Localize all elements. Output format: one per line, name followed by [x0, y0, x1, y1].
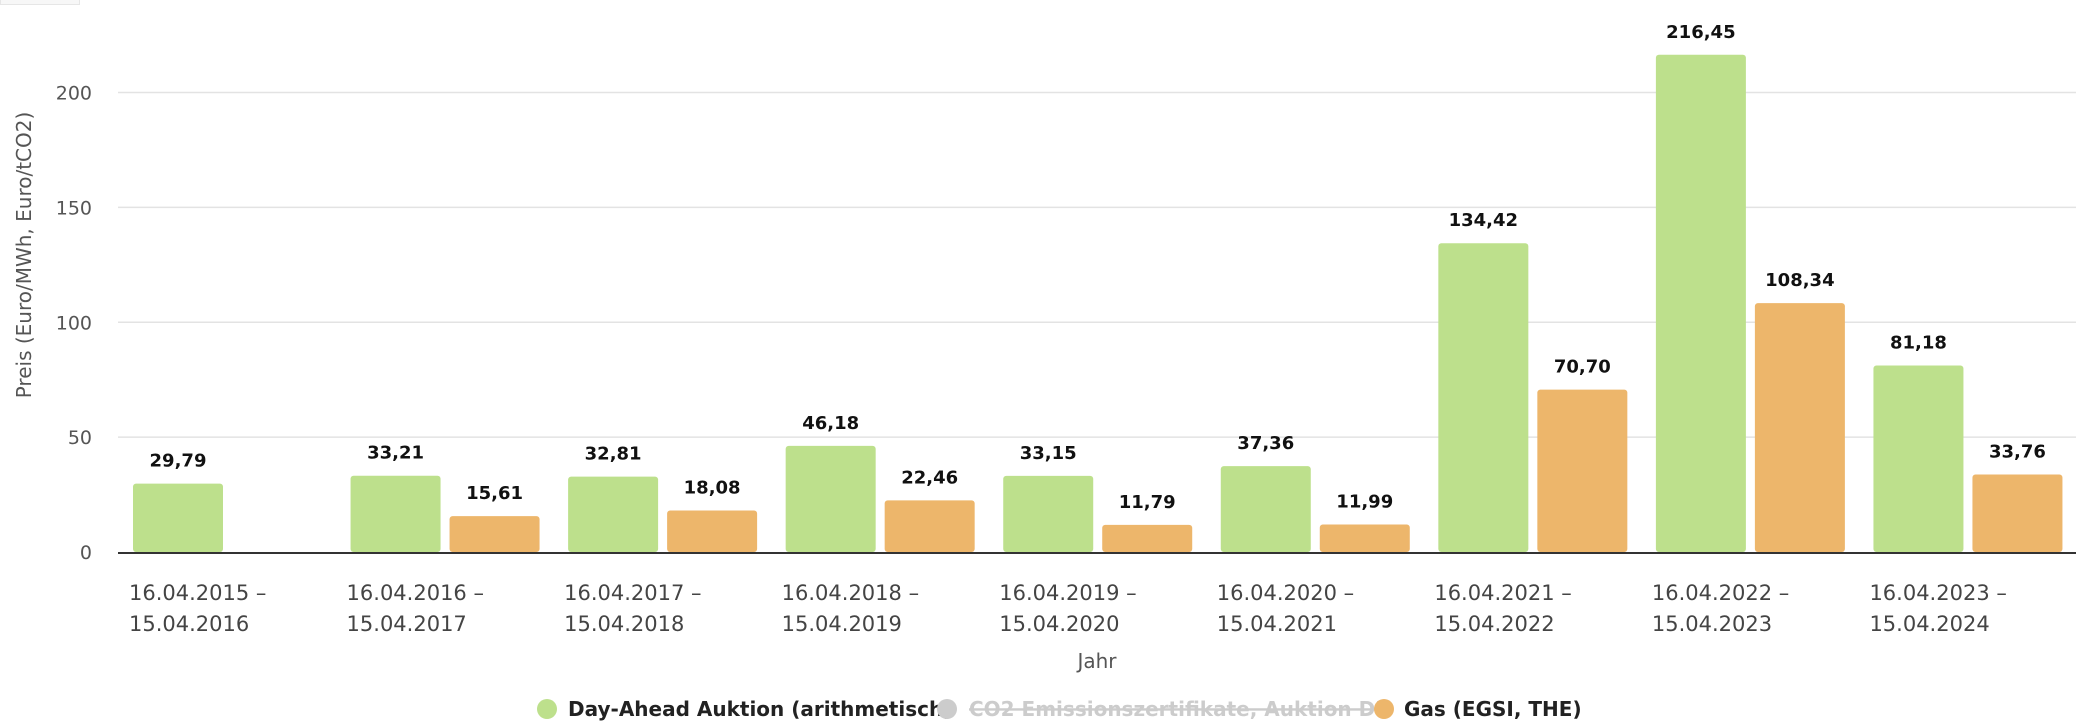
x-tick-label: 15.04.2021: [1217, 612, 1337, 636]
x-axis-title: Jahr: [1075, 649, 1117, 673]
x-tick-label: 15.04.2017: [347, 612, 467, 636]
bar-gas[interactable]: [449, 516, 540, 552]
bar-gas[interactable]: [1102, 524, 1193, 552]
x-tick-label: 15.04.2020: [999, 612, 1119, 636]
x-tick-label: 15.04.2022: [1434, 612, 1554, 636]
y-tick-label: 200: [56, 83, 92, 105]
bar-gas[interactable]: [1972, 474, 2063, 552]
x-tick-label: 16.04.2021 –: [1434, 581, 1571, 605]
bar-day-ahead[interactable]: [350, 475, 441, 552]
data-label: 22,46: [901, 467, 958, 488]
legend-marker[interactable]: [937, 699, 957, 719]
x-tick-label: 15.04.2024: [1869, 612, 1989, 636]
data-label: 108,34: [1765, 270, 1834, 291]
data-label: 134,42: [1449, 210, 1518, 231]
x-tick-label: 16.04.2023 –: [1869, 581, 2006, 605]
data-label: 33,76: [1989, 441, 2046, 462]
legend-item-label[interactable]: Gas (EGSI, THE): [1404, 697, 1582, 721]
legend-marker[interactable]: [537, 699, 557, 719]
x-tick-label: 16.04.2018 –: [782, 581, 919, 605]
bar-day-ahead[interactable]: [1438, 243, 1529, 552]
bar-gas[interactable]: [1319, 524, 1410, 552]
data-label: 18,08: [684, 477, 741, 498]
x-tick-label: 16.04.2016 –: [347, 581, 484, 605]
y-tick-label: 150: [56, 197, 92, 219]
y-tick-label: 50: [68, 427, 92, 449]
data-label: 46,18: [802, 413, 859, 434]
legend-marker[interactable]: [1374, 699, 1394, 719]
bar-day-ahead[interactable]: [1873, 365, 1964, 552]
bar-day-ahead[interactable]: [1220, 466, 1311, 552]
y-axis-title: Preis (Euro/MWh, Euro/tCO2): [12, 112, 36, 399]
y-tick-label: 100: [56, 312, 92, 334]
data-label: 81,18: [1890, 333, 1947, 354]
data-label: 37,36: [1237, 433, 1294, 454]
data-label: 11,99: [1336, 491, 1393, 512]
bar-day-ahead[interactable]: [785, 445, 876, 552]
x-tick-label: 16.04.2019 –: [999, 581, 1136, 605]
bar-gas[interactable]: [1754, 303, 1845, 552]
x-tick-label: 15.04.2023: [1652, 612, 1772, 636]
bar-gas[interactable]: [884, 500, 975, 552]
corner-tab: [0, 0, 80, 5]
data-label: 29,79: [150, 451, 207, 472]
bar-day-ahead[interactable]: [568, 476, 659, 552]
bar-day-ahead[interactable]: [133, 483, 223, 552]
data-label: 216,45: [1666, 22, 1735, 43]
y-tick-label: 0: [80, 542, 92, 564]
x-tick-label: 15.04.2019: [782, 612, 902, 636]
data-label: 33,21: [367, 443, 424, 464]
legend-item-label[interactable]: Day-Ahead Auktion (arithmetisch): [568, 697, 952, 721]
data-label: 15,61: [466, 483, 523, 504]
data-label: 33,15: [1020, 443, 1077, 464]
x-tick-label: 16.04.2020 –: [1217, 581, 1354, 605]
bar-day-ahead[interactable]: [1655, 54, 1746, 552]
bar-gas[interactable]: [1537, 389, 1628, 552]
data-label: 32,81: [585, 444, 642, 465]
x-tick-label: 15.04.2016: [129, 612, 249, 636]
bar-day-ahead[interactable]: [1003, 475, 1094, 552]
x-tick-label: 15.04.2018: [564, 612, 684, 636]
x-tick-label: 16.04.2015 –: [129, 581, 266, 605]
data-label: 70,70: [1554, 357, 1611, 378]
data-label: 11,79: [1119, 492, 1176, 513]
bar-gas[interactable]: [667, 510, 758, 552]
x-tick-label: 16.04.2017 –: [564, 581, 701, 605]
x-tick-label: 16.04.2022 –: [1652, 581, 1789, 605]
